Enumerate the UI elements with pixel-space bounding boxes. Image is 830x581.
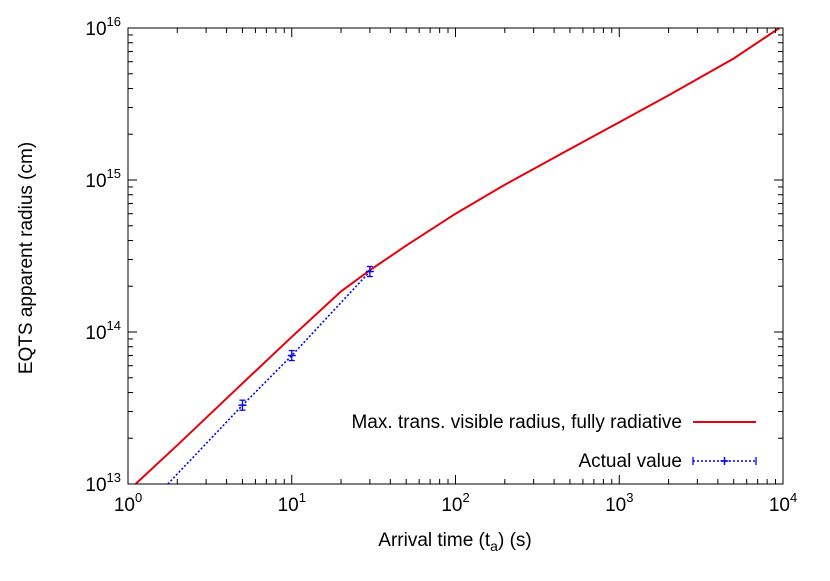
x-tick-label: 102	[441, 490, 469, 516]
legend-label-max-radius: Max. trans. visible radius, fully radiat…	[351, 412, 682, 433]
y-tick-label: 1014	[85, 318, 121, 344]
x-tick-label: 103	[605, 490, 633, 516]
y-tick-label: 1015	[85, 166, 121, 192]
series-line-actual-value	[167, 270, 371, 484]
x-tick-label: 101	[278, 490, 306, 516]
series-line-max-radius	[134, 28, 780, 484]
legend-label-actual-value: Actual value	[578, 451, 682, 472]
y-tick-label: 1016	[85, 14, 121, 40]
series-group	[134, 28, 780, 484]
y-axis-label: EQTS apparent radius (cm)	[16, 142, 37, 374]
x-tick-label: 104	[769, 490, 797, 516]
x-axis-label: Arrival time (ta) (s)	[378, 530, 531, 554]
y-tick-label: 1013	[85, 470, 121, 496]
legend: Max. trans. visible radius, fully radiat…	[351, 412, 757, 472]
ticks-layer: 100 101 102 103 104 1013 1014 1015 1016	[85, 14, 797, 516]
x-tick-label: 100	[114, 490, 142, 516]
